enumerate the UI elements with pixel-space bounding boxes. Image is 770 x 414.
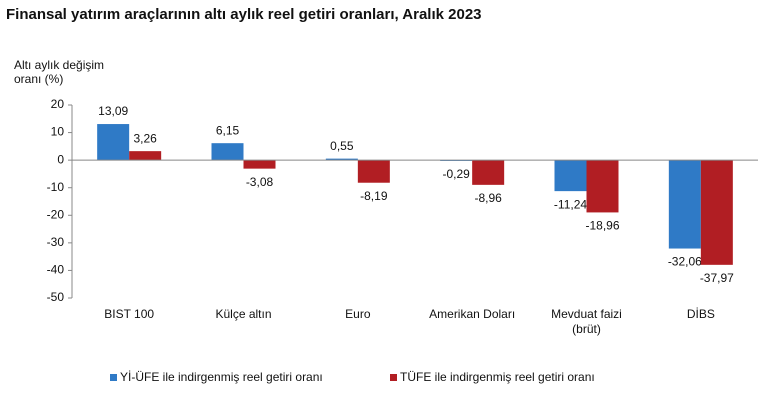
y-axis-label: Altı aylık değişim oranı (%) [14, 58, 105, 86]
legend-label: TÜFE ile indirgenmiş reel getiri oranı [400, 370, 595, 384]
bar [97, 124, 130, 161]
x-tick-label: Euro [345, 307, 371, 321]
bar [243, 160, 276, 169]
data-label: 3,26 [133, 131, 157, 145]
legend-swatch [110, 373, 117, 381]
data-label: 0,55 [330, 139, 354, 153]
bar [357, 160, 390, 183]
bar [700, 160, 733, 265]
bar [472, 160, 505, 185]
data-label: -32,06 [668, 255, 702, 269]
bar [325, 158, 358, 161]
y-tick-label: -10 [47, 180, 65, 194]
bar [586, 160, 619, 213]
data-label: 6,15 [216, 123, 240, 137]
data-label: -8,96 [474, 191, 502, 205]
data-label: 13,09 [98, 104, 128, 118]
bar [554, 160, 587, 192]
x-tick-label: BIST 100 [104, 307, 155, 321]
y-tick-label: -50 [47, 290, 65, 304]
y-tick-label: -20 [47, 207, 65, 221]
y-tick-label: 20 [51, 97, 65, 111]
x-tick-label: Amerikan Doları [429, 307, 516, 321]
data-label: -11,24 [554, 197, 587, 211]
y-tick-label: -30 [47, 235, 65, 249]
bar [211, 143, 244, 161]
data-label: -18,96 [585, 219, 619, 233]
data-label: -3,08 [246, 175, 274, 189]
y-tick-label: 10 [51, 125, 65, 139]
legend-item: TÜFE ile indirgenmiş reel getiri oranı [390, 370, 595, 384]
x-tick-label: DİBS [686, 307, 715, 321]
y-tick-label: -40 [47, 263, 65, 277]
bar [668, 160, 701, 249]
data-label: -8,19 [360, 189, 388, 203]
legend-item: Yİ-ÜFE ile indirgenmiş reel getiri oranı [110, 370, 323, 384]
bar [129, 151, 162, 161]
x-tick-label: Mevduat faizi (brüt) [551, 307, 622, 336]
chart-title: Finansal yatırım araçlarının altı aylık … [6, 6, 482, 23]
y-tick-label: 0 [57, 152, 64, 166]
data-label: -37,97 [700, 271, 734, 285]
x-tick-label: Külçe altın [215, 307, 272, 321]
legend-label: Yİ-ÜFE ile indirgenmiş reel getiri oranı [120, 370, 323, 384]
data-label: -0,29 [442, 167, 470, 181]
legend-swatch [390, 373, 397, 381]
